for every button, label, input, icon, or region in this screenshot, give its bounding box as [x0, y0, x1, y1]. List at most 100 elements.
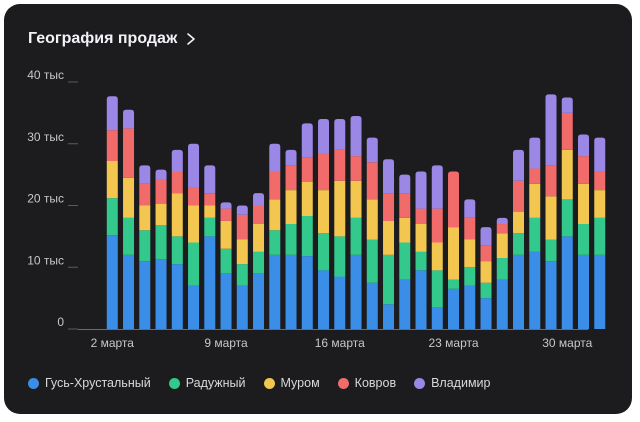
x-tick-label: 30 марта	[542, 336, 592, 350]
bar-segment	[269, 254, 281, 329]
legend-item[interactable]: Ковров	[337, 376, 397, 390]
bar-segment	[545, 261, 557, 329]
bar-segment	[171, 171, 183, 194]
legend-item[interactable]: Муром	[263, 376, 320, 390]
bar-segment	[366, 137, 378, 163]
bar-segment	[366, 199, 378, 240]
legend-item[interactable]: Гусь-Хрустальный	[28, 376, 151, 390]
bar-segment	[545, 196, 557, 240]
bar-segment	[529, 137, 541, 169]
bar-segment	[220, 248, 232, 274]
legend-dot-icon	[263, 377, 275, 389]
bar-segment	[236, 214, 248, 240]
bar-segment	[383, 159, 395, 194]
bar-segment	[171, 236, 183, 265]
legend-item[interactable]: Владимир	[414, 376, 490, 390]
bar-segment	[496, 257, 508, 280]
bar-segment	[318, 119, 330, 154]
sales-geography-card: География продаж 0 10 тыс 20 тыс 30 тыс 40 т…	[4, 4, 632, 414]
bar-segment	[464, 285, 476, 329]
bar-segment	[301, 123, 313, 158]
bar-segment	[204, 236, 216, 329]
bar-segment	[155, 169, 167, 179]
bar-segment	[269, 230, 281, 255]
bar-segment	[496, 279, 508, 329]
bar-segment	[269, 199, 281, 231]
bar-segment	[545, 94, 557, 166]
bar-segment	[350, 156, 362, 181]
bar-segment	[399, 174, 411, 194]
bar-segment	[366, 282, 378, 329]
bar-segment	[188, 285, 200, 329]
bar-segment	[448, 279, 460, 289]
bar-segment	[106, 161, 118, 199]
bar-segment	[350, 180, 362, 218]
bar-segment	[513, 233, 525, 255]
bar-segment	[334, 119, 346, 150]
legend-label: Владимир	[431, 376, 491, 390]
bar-segment	[464, 199, 476, 218]
y-tick-label: 30 тыс	[27, 130, 64, 144]
bar-segment	[106, 130, 118, 162]
legend-dot-icon	[28, 377, 39, 389]
bar-segment	[448, 288, 460, 329]
bar-segment	[253, 193, 265, 206]
bar-segment	[464, 217, 476, 240]
bar-segment	[383, 304, 395, 329]
bar-segment	[383, 193, 395, 221]
bar-segment	[188, 205, 200, 243]
bar-segment	[253, 224, 265, 252]
bar-segment	[139, 261, 151, 329]
bar-segment	[594, 190, 606, 218]
bar-segment	[561, 149, 573, 200]
y-tick-label: 10 тыс	[27, 253, 64, 267]
bar-segment	[399, 217, 411, 243]
bar-segment	[480, 298, 492, 329]
bar-segment	[318, 233, 330, 271]
chart-title-link[interactable]: География продаж	[28, 30, 197, 48]
bar-segment	[415, 251, 427, 271]
bar-segment	[561, 97, 573, 113]
bar-segment	[350, 115, 362, 157]
bar-segment	[334, 149, 346, 181]
chart-title: География продаж	[28, 30, 178, 47]
bar-segment	[204, 165, 216, 194]
bar-segment	[480, 227, 492, 246]
bar-segment	[171, 264, 183, 329]
bar-segment	[236, 205, 248, 215]
bar-segment	[448, 227, 460, 280]
legend-item[interactable]: Радужный	[168, 376, 246, 390]
bar-segment	[285, 254, 297, 329]
bar-segment	[318, 190, 330, 234]
bar-segment	[366, 239, 378, 283]
bar-segment	[188, 143, 200, 187]
legend-label: Радужный	[185, 376, 246, 390]
bar-segment	[578, 134, 590, 157]
bar-segment	[285, 190, 297, 225]
bar-segment	[448, 171, 460, 228]
x-tick-label: 23 марта	[428, 336, 478, 350]
bar-segment	[253, 251, 265, 274]
legend-label: Ковров	[354, 376, 397, 390]
x-tick-label: 2 марта	[91, 336, 135, 350]
bar-segment	[220, 220, 232, 249]
bar-segment	[123, 109, 135, 129]
bar-segment	[301, 256, 313, 329]
bar-segment	[383, 254, 395, 305]
bar-segment	[545, 239, 557, 262]
bar-segment	[220, 273, 232, 329]
bar-segment	[399, 279, 411, 329]
bar-segment	[139, 165, 151, 184]
bar-segment	[236, 264, 248, 286]
bar-segment	[594, 171, 606, 191]
bar-segment	[139, 230, 151, 262]
bar-segment	[415, 171, 427, 209]
bar-segment	[464, 267, 476, 286]
bar-segment	[139, 183, 151, 206]
bar-segment	[431, 307, 443, 329]
bar-segment	[415, 270, 427, 329]
bar-segment	[236, 239, 248, 265]
bar-segment	[513, 211, 525, 234]
bar-segment	[285, 224, 297, 255]
bar-segment	[431, 165, 443, 209]
